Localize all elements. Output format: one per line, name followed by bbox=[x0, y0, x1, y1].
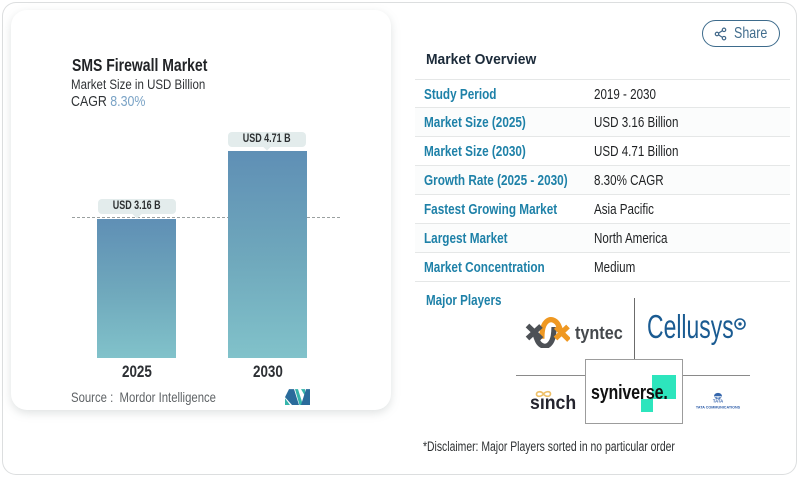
svg-text:TATA: TATA bbox=[713, 399, 723, 404]
svg-text:TATA COMMUNICATIONS: TATA COMMUNICATIONS bbox=[696, 405, 741, 409]
